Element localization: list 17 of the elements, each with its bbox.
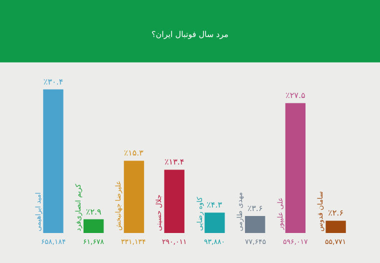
bar — [204, 212, 225, 233]
bar — [164, 170, 184, 233]
data-label: ٪۳.۶ — [247, 204, 263, 213]
chart-title: مرد سال فوتبال ایران؟ — [152, 30, 228, 39]
data-label: ٪۱۳.۴ — [164, 158, 184, 167]
bar — [244, 216, 266, 233]
data-label: ٪۴.۳ — [206, 200, 223, 210]
data-label: ٪۳۰.۴ — [43, 77, 64, 86]
bar — [43, 89, 64, 233]
bar — [285, 103, 306, 233]
data-label: ٪۱۵.۳ — [124, 148, 144, 158]
bar — [326, 220, 346, 233]
data-label: ٪۲.۹ — [86, 207, 102, 216]
data-label: ٪۲۷.۵ — [286, 91, 306, 100]
bar — [84, 219, 104, 233]
data-label: ٪۲.۶ — [328, 208, 344, 218]
bar — [124, 160, 144, 233]
